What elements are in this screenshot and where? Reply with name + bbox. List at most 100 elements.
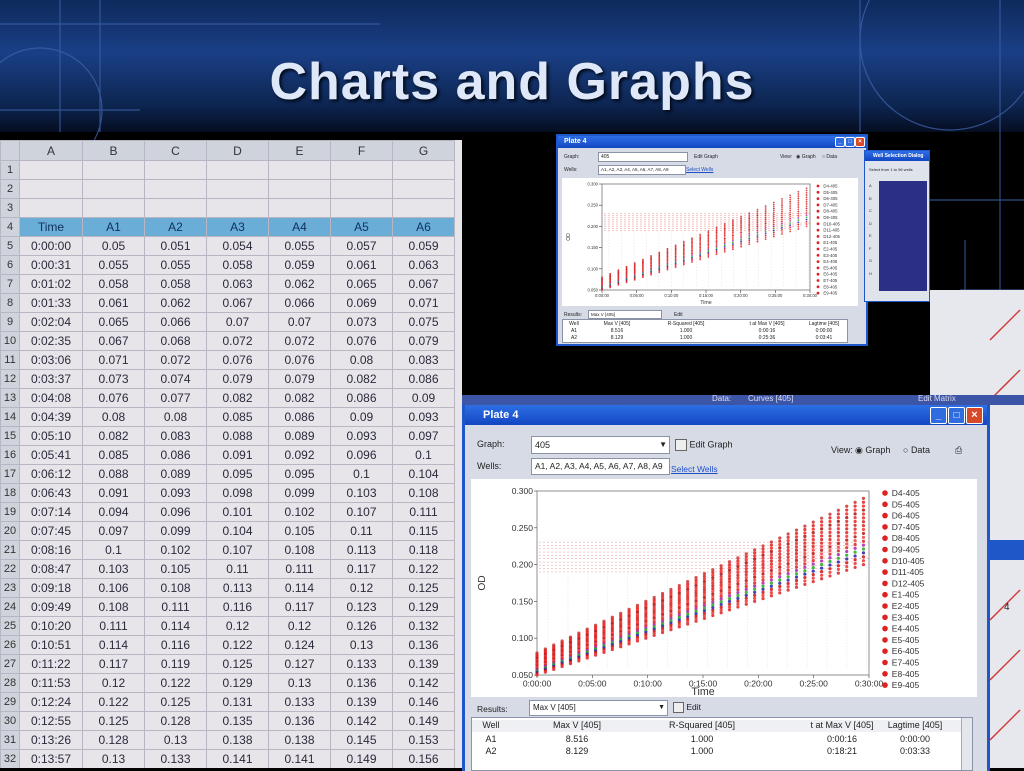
cell[interactable]: 0.079 bbox=[268, 369, 331, 389]
cell[interactable]: 0.07 bbox=[268, 312, 331, 332]
row-number[interactable]: 25 bbox=[0, 616, 20, 636]
cell[interactable]: 0.072 bbox=[144, 350, 207, 370]
cell[interactable] bbox=[82, 179, 145, 199]
behind-tab-label[interactable]: 4 bbox=[1004, 602, 1010, 613]
cell[interactable] bbox=[392, 160, 455, 180]
cell[interactable]: 0:04:39 bbox=[19, 407, 83, 427]
cell[interactable]: 0.113 bbox=[330, 540, 393, 560]
cell[interactable]: 0.126 bbox=[330, 616, 393, 636]
cell[interactable]: 0.13 bbox=[330, 635, 393, 655]
cell[interactable]: 0.055 bbox=[268, 236, 331, 256]
close-button[interactable]: × bbox=[855, 137, 865, 147]
cell[interactable]: 0:11:22 bbox=[19, 654, 83, 674]
column-header[interactable]: E bbox=[268, 140, 331, 161]
cell[interactable]: 0:00:31 bbox=[19, 255, 83, 275]
column-header[interactable]: C bbox=[144, 140, 207, 161]
cell[interactable]: 0:08:16 bbox=[19, 540, 83, 560]
view-graph-radio[interactable]: ◉ Graph bbox=[796, 154, 816, 160]
row-number[interactable]: 10 bbox=[0, 331, 20, 351]
cell[interactable]: 0.114 bbox=[82, 635, 145, 655]
cell[interactable]: 0.08 bbox=[144, 407, 207, 427]
cell[interactable]: 0.103 bbox=[82, 559, 145, 579]
cell[interactable]: 0.076 bbox=[268, 350, 331, 370]
row-number[interactable]: 8 bbox=[0, 293, 20, 313]
behind-data-select[interactable]: Curves [405] bbox=[748, 395, 794, 403]
view-graph-radio[interactable]: ◉ Graph bbox=[855, 445, 891, 455]
cell[interactable]: 0.141 bbox=[268, 749, 331, 768]
cell[interactable]: 0.065 bbox=[82, 312, 145, 332]
cell[interactable]: 0.055 bbox=[82, 255, 145, 275]
row-number[interactable]: 14 bbox=[0, 407, 20, 427]
cell[interactable]: 0.067 bbox=[82, 331, 145, 351]
well-grid[interactable] bbox=[879, 181, 927, 291]
cell[interactable]: 0.058 bbox=[206, 255, 269, 275]
cell[interactable] bbox=[206, 198, 269, 218]
cell[interactable]: 0.133 bbox=[144, 749, 207, 768]
cell[interactable]: 0.091 bbox=[82, 483, 145, 503]
cell[interactable]: 0.086 bbox=[268, 407, 331, 427]
well-dialog-titlebar[interactable]: Well Selection Dialog bbox=[865, 151, 929, 161]
cell[interactable]: 0.067 bbox=[206, 293, 269, 313]
cell[interactable]: 0.141 bbox=[206, 749, 269, 768]
row-number[interactable]: 16 bbox=[0, 445, 20, 465]
cell[interactable] bbox=[144, 160, 207, 180]
cell[interactable]: 0.102 bbox=[268, 502, 331, 522]
cell[interactable]: 0:01:33 bbox=[19, 293, 83, 313]
header-cell[interactable]: A6 bbox=[392, 217, 455, 237]
cell[interactable]: 0.13 bbox=[144, 730, 207, 750]
cell[interactable]: 0.12 bbox=[206, 616, 269, 636]
cell[interactable]: 0.136 bbox=[268, 711, 331, 731]
header-cell[interactable]: A4 bbox=[268, 217, 331, 237]
row-number[interactable]: 26 bbox=[0, 635, 20, 655]
chevron-down-icon[interactable]: ▼ bbox=[658, 704, 665, 711]
cell[interactable]: 0.075 bbox=[392, 312, 455, 332]
row-number[interactable]: 31 bbox=[0, 730, 20, 750]
cell[interactable]: 0.106 bbox=[82, 578, 145, 598]
cell[interactable]: 0.125 bbox=[82, 711, 145, 731]
row-number[interactable]: 9 bbox=[0, 312, 20, 332]
cell[interactable]: 0.083 bbox=[144, 426, 207, 446]
cell[interactable]: 0.128 bbox=[144, 711, 207, 731]
cell[interactable] bbox=[82, 160, 145, 180]
plate-window-small-titlebar[interactable]: Plate 4 _ □ × bbox=[558, 136, 866, 148]
row-number[interactable]: 21 bbox=[0, 540, 20, 560]
cell[interactable]: 0.142 bbox=[330, 711, 393, 731]
cell[interactable]: 0.116 bbox=[144, 635, 207, 655]
cell[interactable]: 0.091 bbox=[206, 445, 269, 465]
cell[interactable]: 0.054 bbox=[206, 236, 269, 256]
cell[interactable]: 0.125 bbox=[206, 654, 269, 674]
cell[interactable]: 0.12 bbox=[268, 616, 331, 636]
cell[interactable]: 0.088 bbox=[82, 464, 145, 484]
cell[interactable]: 0:04:08 bbox=[19, 388, 83, 408]
cell[interactable]: 0.114 bbox=[268, 578, 331, 598]
column-header[interactable]: B bbox=[82, 140, 145, 161]
results-edit-button[interactable]: Edit bbox=[673, 702, 701, 714]
cell[interactable]: 0.066 bbox=[144, 312, 207, 332]
cell[interactable]: 0.122 bbox=[144, 673, 207, 693]
chevron-down-icon[interactable]: ▼ bbox=[659, 440, 667, 449]
cell[interactable]: 0:05:10 bbox=[19, 426, 83, 446]
cell[interactable]: 0.108 bbox=[144, 578, 207, 598]
cell[interactable]: 0.132 bbox=[392, 616, 455, 636]
cell[interactable]: 0:06:43 bbox=[19, 483, 83, 503]
cell[interactable]: 0:07:45 bbox=[19, 521, 83, 541]
cell[interactable]: 0:11:53 bbox=[19, 673, 83, 693]
table-row[interactable]: A1 8.516 1.000 0:00:16 0:00:00 bbox=[472, 734, 972, 746]
cell[interactable]: 0:03:06 bbox=[19, 350, 83, 370]
cell[interactable]: 0.122 bbox=[392, 559, 455, 579]
cell[interactable]: 0.079 bbox=[392, 331, 455, 351]
cell[interactable]: 0:10:20 bbox=[19, 616, 83, 636]
cell[interactable]: 0.074 bbox=[144, 369, 207, 389]
cell[interactable]: 0.082 bbox=[330, 369, 393, 389]
cell[interactable]: 0.061 bbox=[330, 255, 393, 275]
cell[interactable]: 0:00:00 bbox=[19, 236, 83, 256]
cell[interactable]: 0.105 bbox=[268, 521, 331, 541]
column-header[interactable]: Lagtime [405] bbox=[887, 720, 943, 730]
cell[interactable] bbox=[268, 160, 331, 180]
cell[interactable]: 0.096 bbox=[330, 445, 393, 465]
cell[interactable]: 0.128 bbox=[82, 730, 145, 750]
view-data-radio[interactable]: ○ Data bbox=[822, 154, 837, 160]
cell[interactable]: 0:08:47 bbox=[19, 559, 83, 579]
cell[interactable]: 0.097 bbox=[392, 426, 455, 446]
cell[interactable] bbox=[19, 198, 83, 218]
